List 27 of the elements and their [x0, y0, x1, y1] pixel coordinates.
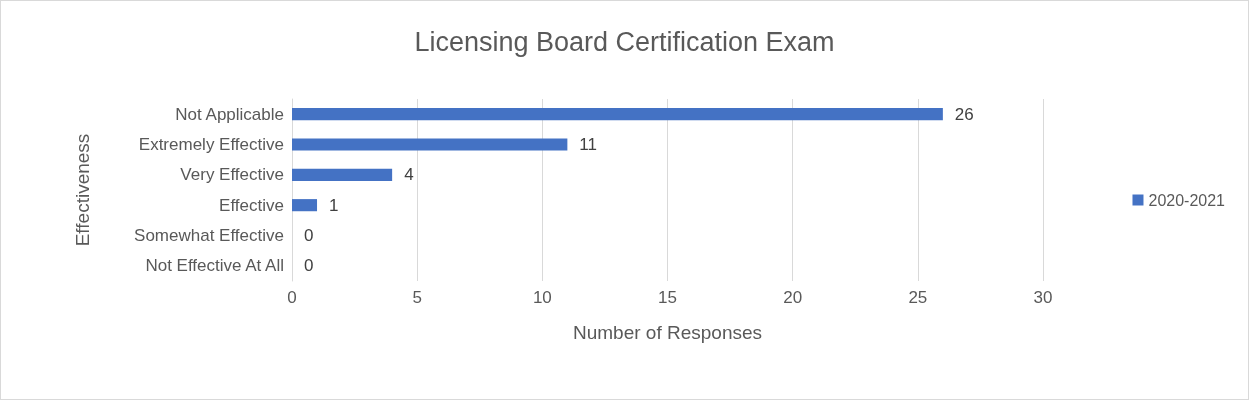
x-tick-label: 0: [287, 288, 297, 307]
y-tick-label: Somewhat Effective: [134, 226, 284, 245]
data-label: 26: [954, 104, 974, 124]
y-tick-label: Not Effective At All: [145, 256, 284, 276]
x-tick-label: 15: [658, 288, 677, 307]
bar: [292, 108, 943, 121]
x-tick-label: 30: [1033, 288, 1053, 307]
bar: [292, 138, 568, 151]
chart-title: Licensing Board Certification Exam: [414, 26, 835, 57]
legend-label: 2020-2021: [1148, 191, 1226, 209]
y-tick-label: Effective: [219, 195, 284, 215]
data-label: 1: [329, 195, 339, 215]
y-tick-label: Extremely Effective: [138, 135, 284, 154]
x-tick-label: 20: [783, 288, 803, 307]
data-label: 0: [304, 226, 314, 245]
x-tick-label: 10: [532, 288, 552, 307]
y-axis-title: Effectiveness: [72, 133, 93, 247]
bar: [292, 199, 318, 212]
data-label: 11: [579, 135, 598, 154]
y-tick-label: Not Applicable: [175, 104, 284, 124]
x-axis-title: Number of Responses: [572, 322, 763, 343]
x-tick-label: 25: [908, 288, 928, 307]
y-tick-label: Very Effective: [180, 165, 284, 185]
x-tick-label: 5: [412, 288, 422, 307]
bar: [292, 168, 393, 181]
data-label: 0: [304, 256, 314, 276]
data-label: 4: [404, 165, 414, 185]
